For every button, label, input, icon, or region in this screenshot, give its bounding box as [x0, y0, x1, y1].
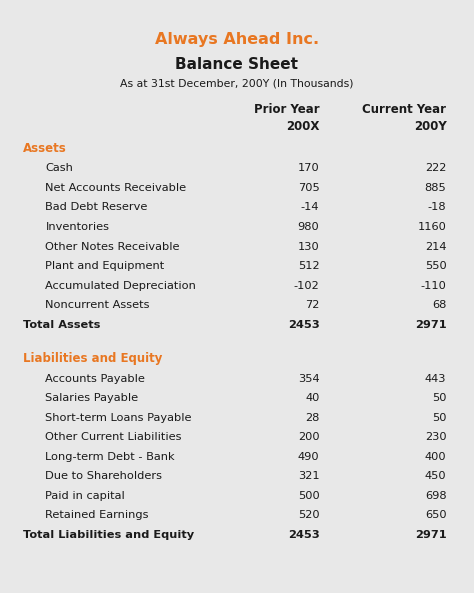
Text: Cash: Cash [46, 163, 73, 173]
Text: -102: -102 [294, 280, 319, 291]
Text: Bad Debt Reserve: Bad Debt Reserve [46, 202, 148, 212]
Text: Other Current Liabilities: Other Current Liabilities [46, 432, 182, 442]
Text: 500: 500 [298, 491, 319, 501]
Text: 2971: 2971 [415, 530, 447, 540]
Text: Noncurrent Assets: Noncurrent Assets [46, 300, 150, 310]
Text: 2453: 2453 [288, 320, 319, 330]
Text: 550: 550 [425, 261, 447, 271]
Text: 512: 512 [298, 261, 319, 271]
Text: 354: 354 [298, 374, 319, 384]
Text: 200: 200 [298, 432, 319, 442]
Text: 885: 885 [425, 183, 447, 193]
Text: 520: 520 [298, 511, 319, 521]
Text: 170: 170 [298, 163, 319, 173]
Text: Assets: Assets [23, 142, 67, 155]
Text: 321: 321 [298, 471, 319, 482]
Text: 2971: 2971 [415, 320, 447, 330]
Text: 28: 28 [305, 413, 319, 423]
Text: 50: 50 [432, 393, 447, 403]
Text: Current Year: Current Year [363, 103, 447, 116]
Text: 443: 443 [425, 374, 447, 384]
Text: Total Assets: Total Assets [23, 320, 100, 330]
Text: Accumulated Depreciation: Accumulated Depreciation [46, 280, 196, 291]
Text: -14: -14 [301, 202, 319, 212]
Text: Total Liabilities and Equity: Total Liabilities and Equity [23, 530, 194, 540]
Text: 50: 50 [432, 413, 447, 423]
Text: As at 31st December, 200Y (In Thousands): As at 31st December, 200Y (In Thousands) [120, 79, 354, 88]
Text: Retained Earnings: Retained Earnings [46, 511, 149, 521]
Text: 230: 230 [425, 432, 447, 442]
Text: 200Y: 200Y [414, 120, 447, 133]
Text: -110: -110 [420, 280, 447, 291]
Text: 980: 980 [298, 222, 319, 232]
Text: 2453: 2453 [288, 530, 319, 540]
Text: Other Notes Receivable: Other Notes Receivable [46, 241, 180, 251]
Text: -18: -18 [428, 202, 447, 212]
Text: Always Ahead Inc.: Always Ahead Inc. [155, 32, 319, 47]
Text: 1160: 1160 [418, 222, 447, 232]
Text: Inventories: Inventories [46, 222, 109, 232]
Text: Liabilities and Equity: Liabilities and Equity [23, 352, 163, 365]
Text: 68: 68 [432, 300, 447, 310]
Text: Plant and Equipment: Plant and Equipment [46, 261, 164, 271]
Text: Paid in capital: Paid in capital [46, 491, 125, 501]
Text: Long-term Debt - Bank: Long-term Debt - Bank [46, 452, 175, 462]
Text: 698: 698 [425, 491, 447, 501]
Text: 490: 490 [298, 452, 319, 462]
Text: 650: 650 [425, 511, 447, 521]
Text: 40: 40 [305, 393, 319, 403]
Text: 130: 130 [298, 241, 319, 251]
Text: 214: 214 [425, 241, 447, 251]
Text: Net Accounts Receivable: Net Accounts Receivable [46, 183, 187, 193]
Text: 72: 72 [305, 300, 319, 310]
Text: 222: 222 [425, 163, 447, 173]
Text: Balance Sheet: Balance Sheet [175, 57, 299, 72]
Text: 200X: 200X [286, 120, 319, 133]
Text: 705: 705 [298, 183, 319, 193]
Text: Salaries Payable: Salaries Payable [46, 393, 138, 403]
Text: Short-term Loans Payable: Short-term Loans Payable [46, 413, 192, 423]
Text: 450: 450 [425, 471, 447, 482]
Text: Accounts Payable: Accounts Payable [46, 374, 146, 384]
Text: 400: 400 [425, 452, 447, 462]
Text: Prior Year: Prior Year [254, 103, 319, 116]
Text: Due to Shareholders: Due to Shareholders [46, 471, 163, 482]
